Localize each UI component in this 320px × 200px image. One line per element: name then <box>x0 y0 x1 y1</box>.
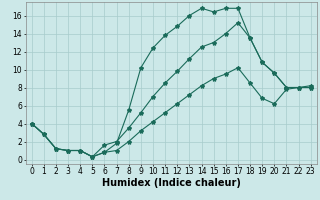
X-axis label: Humidex (Indice chaleur): Humidex (Indice chaleur) <box>102 178 241 188</box>
